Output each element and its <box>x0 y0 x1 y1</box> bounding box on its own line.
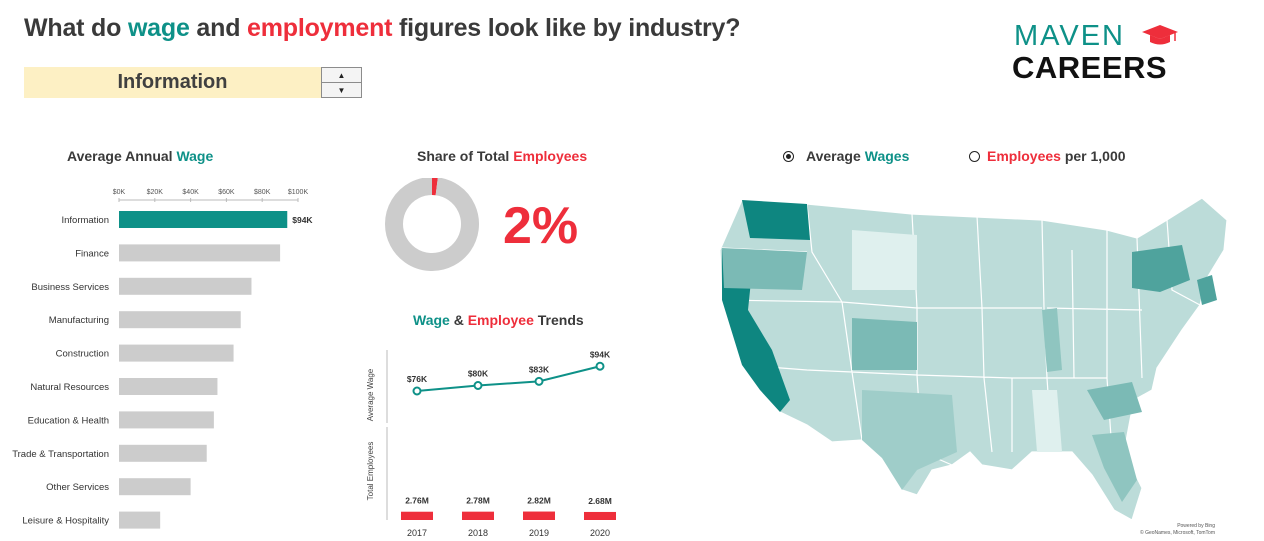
line-point <box>412 386 422 396</box>
bar <box>584 511 616 520</box>
x-tick-label: 2020 <box>590 528 610 538</box>
industry-spinner[interactable]: ▲ ▼ <box>321 67 362 98</box>
radio-selected-icon[interactable] <box>783 150 794 162</box>
data-label: $94K <box>292 215 313 225</box>
title-part: figures look like by industry? <box>392 14 741 42</box>
data-label: $94K <box>590 349 611 359</box>
trend-chart: Average Wage Total Employees $76K $80K $83K $… <box>366 349 616 538</box>
category-label: Construction <box>56 349 109 360</box>
data-label: 2.78M <box>466 496 490 506</box>
x-tick-label: 2017 <box>407 528 427 538</box>
title-part-employees: Employees <box>513 148 588 164</box>
x-tick-label: $80K <box>254 189 271 196</box>
category-label: Business Services <box>31 282 109 293</box>
page-title: What do wage and employment figures look… <box>24 14 741 43</box>
trend-chart-title: Wage & Employee Trends <box>413 312 584 328</box>
x-tick-label: $40K <box>182 189 199 196</box>
logo-text-careers: CAREERS <box>1012 50 1168 85</box>
title-part: and <box>189 14 248 42</box>
share-value: 2% <box>503 197 579 255</box>
title-part: What do <box>24 14 128 42</box>
category-label: Other Services <box>46 482 109 493</box>
graduation-cap-icon <box>1142 25 1178 45</box>
radio-average-wages[interactable]: Average Wages <box>783 148 909 164</box>
title-part-employee: Employee <box>467 312 534 328</box>
radio-label: per 1,000 <box>1060 148 1126 164</box>
logo-text-maven: MAVEN <box>1014 20 1125 52</box>
category-label: Information <box>61 215 109 226</box>
share-donut-chart <box>385 178 479 271</box>
title-part-employment: employment <box>247 14 393 42</box>
bar <box>401 511 433 520</box>
title-part-wage: wage <box>127 14 190 42</box>
bar <box>119 211 288 228</box>
title-part: Trends <box>533 312 584 328</box>
bar <box>119 344 234 362</box>
wage-chart-title: Average Annual Wage <box>67 148 213 164</box>
y-axis-label: Average Wage <box>366 368 375 421</box>
donut-slice-rest <box>385 178 479 271</box>
data-label: 2.68M <box>588 496 612 506</box>
series-line <box>416 365 601 392</box>
title-part: & <box>449 312 468 328</box>
x-tick-label: $0K <box>113 189 126 196</box>
data-label: 2.76M <box>405 496 429 506</box>
data-label: $83K <box>529 364 550 374</box>
radio-unselected-icon[interactable] <box>969 150 980 162</box>
wage-bar-chart: $0K $20K $40K $60K $80K $100K Information $94K F… <box>12 189 313 529</box>
radio-employees-per-1000[interactable]: Employees per 1,000 <box>969 148 1126 164</box>
share-chart-title: Share of Total Employees <box>417 148 587 164</box>
data-label: $76K <box>407 374 428 384</box>
bar <box>119 277 252 295</box>
data-label: 2.82M <box>527 496 551 506</box>
category-label: Natural Resources <box>30 382 109 393</box>
category-label: Education & Health <box>28 415 109 426</box>
x-tick-label: $60K <box>218 189 235 196</box>
bar <box>119 478 191 496</box>
y-axis-label: Total Employees <box>366 442 375 501</box>
x-tick-label: 2018 <box>468 528 488 538</box>
x-tick-label: $100K <box>288 189 309 196</box>
radio-label: Average <box>806 148 861 164</box>
us-choropleth-map[interactable] <box>712 190 1242 520</box>
bar <box>462 511 494 520</box>
bar <box>119 244 281 262</box>
bar <box>119 411 214 429</box>
triangle-up-icon[interactable]: ▲ <box>322 68 361 83</box>
category-label: Finance <box>75 248 109 259</box>
line-point <box>534 376 544 386</box>
category-label: Leisure & Hospitality <box>22 516 109 527</box>
map-credit-line: © GeoNames, Microsoft, TomTom <box>1140 530 1215 536</box>
x-tick-label: $20K <box>147 189 164 196</box>
bar <box>119 511 161 529</box>
line-point <box>595 361 605 371</box>
bar <box>119 311 241 329</box>
line-point <box>473 381 483 390</box>
title-part-wage: Wage <box>176 148 214 164</box>
industry-selector[interactable]: Information <box>24 67 321 98</box>
x-tick-label: 2019 <box>529 528 549 538</box>
radio-label-highlight: Wages <box>864 148 910 164</box>
map-credit: Powered by Bing © GeoNames, Microsoft, T… <box>1140 523 1215 537</box>
us-state-highlights <box>722 200 1217 502</box>
title-part: Share of Total <box>417 148 514 164</box>
bar <box>119 444 207 462</box>
bar <box>119 378 218 395</box>
us-map-outline <box>719 197 1228 520</box>
data-label: $80K <box>468 369 489 379</box>
radio-label-highlight: Employees <box>987 148 1061 164</box>
map-credit-line: Powered by Bing <box>1177 523 1215 529</box>
maven-careers-logo: MAVEN CAREERS <box>1012 20 1212 86</box>
title-part: Average Annual <box>67 148 177 164</box>
title-part-wage: Wage <box>413 312 450 328</box>
category-label: Trade & Transportation <box>12 449 109 460</box>
triangle-down-icon[interactable]: ▼ <box>337 86 346 95</box>
category-label: Manufacturing <box>49 315 109 326</box>
bar <box>523 511 555 520</box>
